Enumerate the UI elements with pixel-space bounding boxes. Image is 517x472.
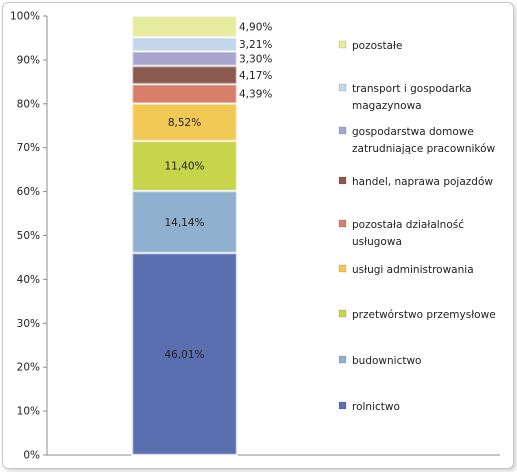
bar-segment bbox=[131, 50, 238, 67]
y-tick-label: 80% bbox=[17, 98, 40, 110]
bar-segment-highlight bbox=[132, 103, 237, 141]
legend-swatch bbox=[338, 176, 347, 185]
y-tick-label: 100% bbox=[10, 11, 40, 23]
y-tick-label: 0% bbox=[23, 450, 40, 462]
bar-segment bbox=[131, 65, 238, 85]
legend-swatch bbox=[338, 309, 347, 318]
legend-label: budownictwo bbox=[352, 355, 421, 367]
legend-label: magazynowa bbox=[352, 100, 422, 112]
bar-segment bbox=[131, 15, 238, 38]
bar-segment-highlight bbox=[132, 37, 237, 51]
legend-label: pozostałe bbox=[352, 40, 403, 52]
legend-label: usługowa bbox=[352, 236, 402, 248]
bar-segment bbox=[131, 36, 238, 53]
y-tick-label: 20% bbox=[17, 362, 40, 374]
data-label: 4,39% bbox=[239, 89, 272, 101]
data-label: 46,01% bbox=[164, 349, 204, 361]
legend-label: zatrudniające pracowników bbox=[352, 143, 496, 155]
data-label: 8,52% bbox=[168, 117, 201, 129]
legend-swatch bbox=[338, 83, 347, 92]
bar-segment-highlight bbox=[132, 16, 237, 37]
data-label: 4,90% bbox=[239, 21, 272, 33]
bar-segment-highlight bbox=[132, 253, 237, 455]
legend-label: usługi administrowania bbox=[352, 264, 474, 276]
legend-label: przetwórstwo przemysłowe bbox=[352, 309, 496, 321]
data-label: 3,30% bbox=[239, 53, 272, 65]
bar-segments bbox=[131, 15, 238, 456]
data-label: 3,21% bbox=[239, 39, 272, 51]
y-tick-label: 50% bbox=[17, 230, 40, 242]
bar-segment bbox=[131, 140, 238, 192]
data-labels: 46,01% 14,14% 11,40% 8,52% 4,39% 4,17% 3,30% 3,… bbox=[164, 21, 272, 360]
chart-frame bbox=[2, 2, 514, 469]
legend-swatch bbox=[338, 401, 347, 410]
y-tick-label: 10% bbox=[17, 406, 40, 418]
bar-segment-highlight bbox=[132, 141, 237, 191]
legend-swatch bbox=[338, 126, 347, 135]
legend-label: gospodarstwa domowe bbox=[352, 126, 474, 138]
bar-segment-highlight bbox=[132, 66, 237, 84]
bar-segment-highlight bbox=[132, 51, 237, 66]
bar-segment bbox=[131, 252, 238, 456]
data-label: 11,40% bbox=[164, 161, 204, 173]
bar-segment-highlight bbox=[132, 191, 237, 253]
y-tick-label: 70% bbox=[17, 142, 40, 154]
bar-segment bbox=[131, 83, 238, 105]
legend-swatch bbox=[338, 40, 347, 49]
legend-swatch bbox=[338, 355, 347, 364]
legend-label: pozostała działalność bbox=[352, 219, 464, 231]
data-label: 14,14% bbox=[164, 217, 204, 229]
legend: pozostałe transport i gospodarka magazynow… bbox=[338, 40, 496, 413]
legend-swatch bbox=[338, 264, 347, 273]
y-tick-label: 90% bbox=[17, 54, 40, 66]
legend-label: transport i gospodarka bbox=[352, 83, 472, 95]
y-tick-label: 40% bbox=[17, 274, 40, 286]
legend-label: rolnictwo bbox=[352, 401, 400, 413]
bar-segment bbox=[131, 190, 238, 254]
y-tick-label: 60% bbox=[17, 186, 40, 198]
bar-segment-highlight bbox=[132, 84, 237, 103]
legend-swatch bbox=[338, 219, 347, 228]
legend-label: handel, naprawa pojazdów bbox=[352, 176, 493, 188]
data-label: 4,17% bbox=[239, 70, 272, 82]
bar-segment bbox=[131, 102, 238, 142]
y-tick-label: 30% bbox=[17, 318, 40, 330]
y-axis: 0% 10% 20% 30% 40% 50% 60% 70% 80% 90% 100% bbox=[10, 11, 500, 462]
